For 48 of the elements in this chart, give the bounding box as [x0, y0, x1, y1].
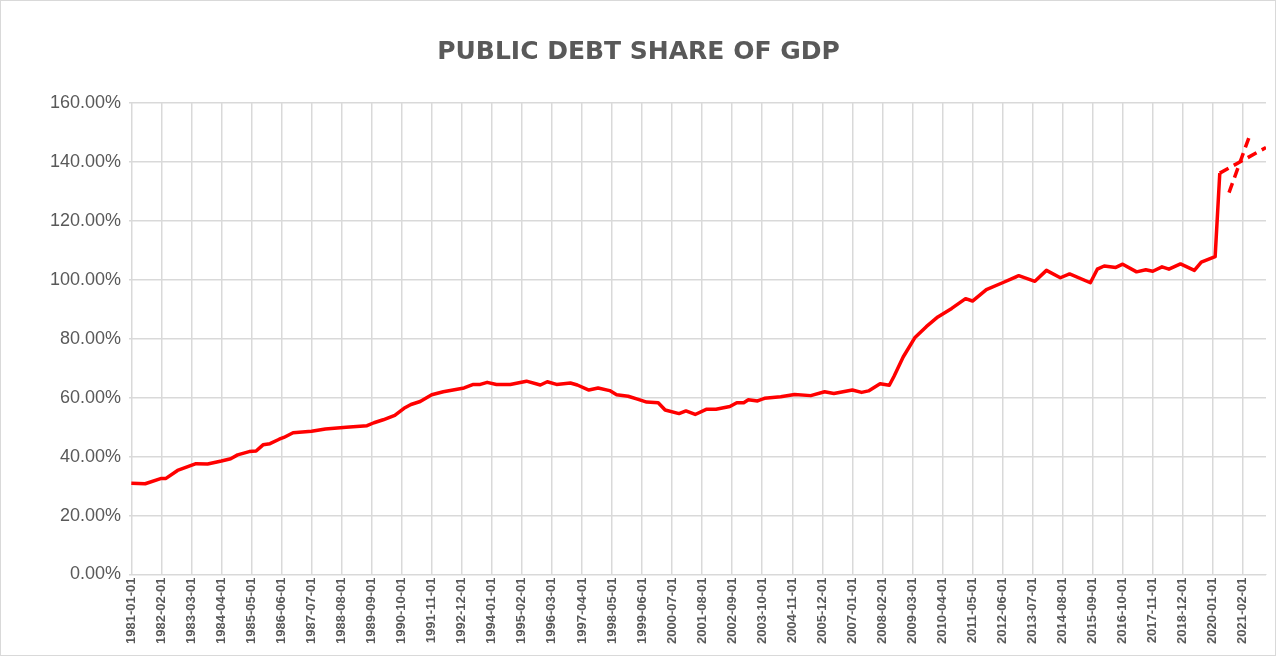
y-tick-label: 160.00% — [49, 91, 121, 112]
x-tick-label: 2017-11-01 — [1144, 577, 1160, 644]
y-tick-label: 40.00% — [59, 445, 121, 466]
x-tick-label: 1985-05-01 — [243, 577, 259, 644]
y-tick-label: 0.00% — [69, 563, 121, 584]
x-tick-label: 2021-02-01 — [1234, 577, 1250, 644]
x-tick-label: 2001-08-01 — [693, 577, 709, 644]
y-tick-label: 120.00% — [49, 209, 121, 230]
x-tick-label: 2020-01-01 — [1204, 577, 1220, 644]
x-tick-label: 2002-09-01 — [723, 577, 739, 644]
y-tick-label: 100.00% — [49, 268, 121, 289]
x-tick-label: 1986-06-01 — [273, 577, 289, 644]
x-tick-label: 1990-10-01 — [393, 577, 409, 644]
x-tick-label: 2003-10-01 — [753, 577, 769, 644]
x-tick-label: 2005-12-01 — [813, 577, 829, 644]
x-tick-label: 2015-09-01 — [1084, 577, 1100, 644]
x-tick-label: 1999-06-01 — [633, 577, 649, 644]
x-tick-label: 1994-01-01 — [483, 577, 499, 644]
chart-title: PUBLIC DEBT SHARE OF GDP — [437, 35, 840, 65]
x-tick-label: 1981-01-01 — [122, 577, 138, 644]
x-tick-label: 1996-03-01 — [543, 577, 559, 644]
x-tick-label: 1989-09-01 — [363, 577, 379, 644]
x-tick-label: 1987-07-01 — [303, 577, 319, 644]
x-tick-label: 2018-12-01 — [1174, 577, 1190, 644]
x-tick-label: 1991-11-01 — [423, 577, 439, 644]
x-tick-label: 1998-05-01 — [603, 577, 619, 644]
x-tick-label: 2016-10-01 — [1114, 577, 1130, 644]
x-tick-label: 1988-08-01 — [333, 577, 349, 644]
y-tick-label: 80.00% — [59, 327, 121, 348]
x-tick-label: 2014-08-01 — [1054, 577, 1070, 644]
x-tick-label: 2009-03-01 — [904, 577, 919, 644]
x-tick-label: 1984-04-01 — [213, 577, 229, 644]
x-tick-label: 2004-11-01 — [783, 577, 799, 644]
y-tick-label: 60.00% — [59, 386, 121, 407]
x-tick-label: 2011-05-01 — [964, 577, 980, 644]
x-tick-label: 2013-07-01 — [1024, 577, 1040, 644]
x-tick-label: 2000-07-01 — [663, 577, 679, 644]
x-tick-label: 1983-03-01 — [182, 577, 198, 644]
x-tick-label: 2012-06-01 — [994, 577, 1010, 644]
x-tick-label: 2010-04-01 — [934, 577, 950, 644]
x-tick-label: 2008-02-01 — [873, 577, 889, 644]
y-tick-label: 20.00% — [59, 504, 121, 525]
x-tick-label: 2007-01-01 — [843, 577, 859, 644]
x-tick-label: 1997-04-01 — [573, 577, 589, 644]
y-tick-label: 140.00% — [49, 150, 121, 171]
x-tick-label: 1992-12-01 — [453, 577, 469, 644]
x-tick-label: 1982-02-01 — [152, 577, 168, 644]
x-tick-label: 1995-02-01 — [513, 577, 529, 644]
